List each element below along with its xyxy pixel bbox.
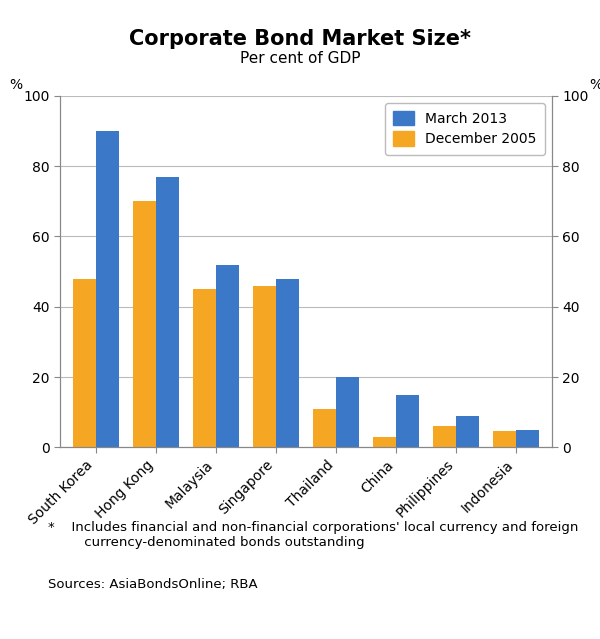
Bar (96, 131, 119, 447)
Bar (336, 377, 359, 447)
Bar (216, 265, 239, 447)
Bar (73, 279, 96, 447)
Text: %: % (590, 79, 600, 92)
Legend: March 2013, December 2005: March 2013, December 2005 (385, 103, 545, 155)
Bar (373, 437, 396, 447)
Bar (193, 289, 216, 447)
Text: Includes financial and non-financial corporations' local currency and foreign
  : Includes financial and non-financial cor… (63, 521, 578, 549)
Bar (433, 426, 456, 447)
Bar (276, 279, 299, 447)
Bar (253, 286, 276, 447)
Bar (133, 201, 156, 447)
Bar (516, 430, 539, 447)
Bar (313, 409, 336, 447)
Bar (396, 394, 419, 447)
Text: Per cent of GDP: Per cent of GDP (240, 51, 360, 66)
Bar (156, 176, 179, 447)
Bar (493, 431, 516, 447)
Text: *: * (48, 521, 55, 534)
Text: %: % (9, 79, 22, 92)
Text: Sources: AsiaBondsOnline; RBA: Sources: AsiaBondsOnline; RBA (48, 578, 257, 591)
Bar (456, 415, 479, 447)
Text: Corporate Bond Market Size*: Corporate Bond Market Size* (129, 29, 471, 49)
